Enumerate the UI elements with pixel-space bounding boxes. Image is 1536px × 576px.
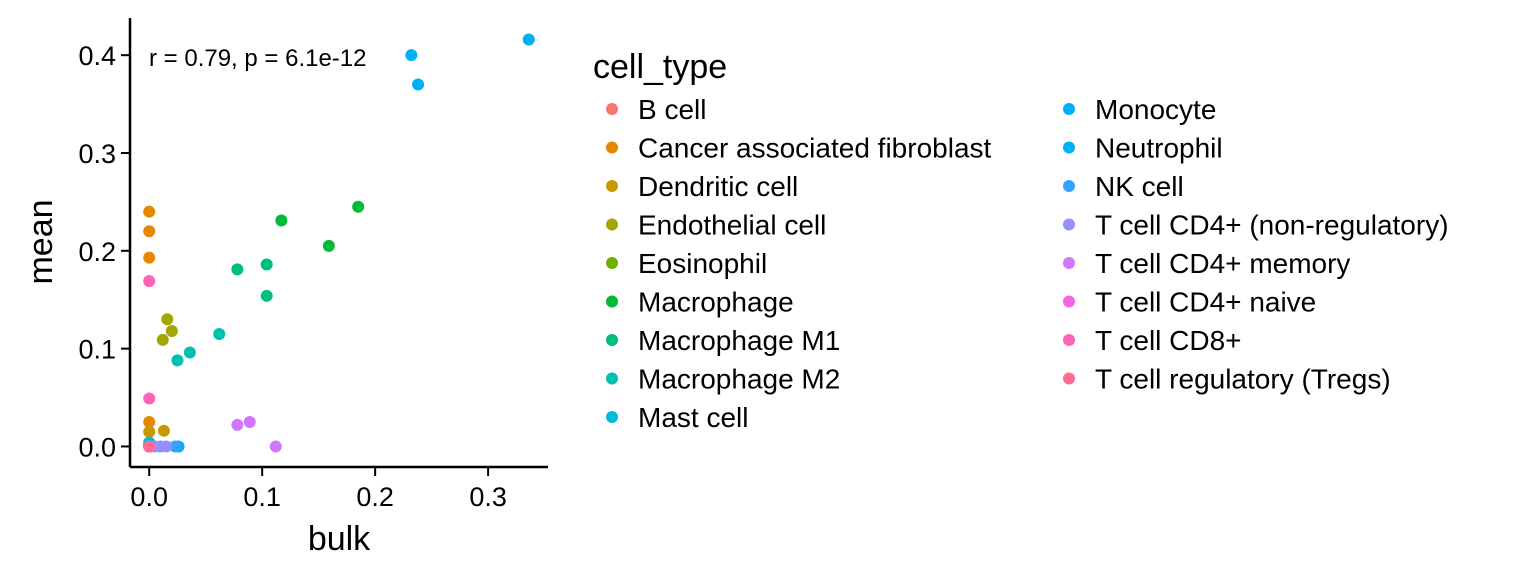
legend-key [1063,257,1075,269]
data-point [157,424,170,437]
legend-label: T cell CD4+ memory [1095,248,1350,279]
data-point [161,313,174,326]
legend-key [606,141,618,154]
plot-points [143,33,535,453]
data-point [143,251,156,264]
legend-label: Macrophage M2 [638,364,840,395]
data-point [243,416,256,429]
data-point [183,346,196,359]
data-point [275,214,288,227]
x-tick-label: 0.0 [130,482,168,512]
legend-key [606,295,618,308]
legend-label: T cell CD8+ [1095,325,1242,356]
legend-label: Neutrophil [1095,133,1223,164]
data-point [143,275,156,288]
data-point [165,325,178,338]
legend-key [606,218,618,231]
data-point [169,440,182,453]
legend-label: B cell [638,94,706,125]
legend-label: Macrophage M1 [638,325,840,356]
legend-key [606,334,618,346]
data-point [522,33,535,46]
data-point [260,258,273,271]
legend-key [606,372,618,385]
y-tick-label: 0.1 [78,335,116,365]
legend-label: Endothelial cell [638,210,826,241]
data-point [156,333,169,346]
data-point [213,327,226,340]
legend-label: Eosinophil [638,248,767,279]
legend-key [606,103,618,115]
legend-label: T cell regulatory (Tregs) [1095,364,1391,395]
legend-key [1063,334,1075,346]
legend-label: Mast cell [638,402,748,433]
y-axis-title: mean [22,199,60,284]
data-point [143,392,156,405]
data-point [143,205,156,218]
x-axis-title: bulk [308,520,371,558]
data-point [269,440,282,453]
legend-key [1063,141,1075,154]
x-tick-label: 0.2 [356,482,394,512]
legend-key [1063,180,1075,192]
x-tick-label: 0.1 [243,482,281,512]
y-tick-label: 0.2 [78,237,116,267]
data-point [160,440,173,453]
x-ticks: 0.0 0.1 0.2 0.3 [130,467,507,512]
legend-key [1063,295,1075,308]
y-tick-label: 0.3 [78,139,116,169]
correlation-annotation: r = 0.79, p = 6.1e-12 [149,45,367,72]
legend-label: T cell CD4+ (non-regulatory) [1095,210,1449,241]
data-point [143,425,156,438]
data-point [231,418,244,431]
data-point [171,354,184,367]
legend-label: Monocyte [1095,94,1216,125]
legend-label: Cancer associated fibroblast [638,133,992,164]
y-tick-label: 0.4 [78,41,116,71]
legend-label: T cell CD4+ naive [1095,287,1316,318]
data-point [405,49,418,62]
legend-key [606,180,618,192]
legend-key [606,411,618,423]
data-point [143,225,156,238]
data-point [412,78,425,91]
legend-key [1063,103,1075,115]
legend-title: cell_type [593,48,727,86]
data-point [352,200,365,213]
legend-key [1063,218,1075,231]
legend: B cell Cancer associated fibroblast Dendri… [606,94,1449,433]
y-tick-label: 0.0 [78,432,116,462]
data-point [260,289,273,302]
x-tick-label: 0.3 [469,482,507,512]
legend-key [1063,372,1075,385]
data-point [143,440,156,453]
legend-label: Macrophage [638,287,794,318]
legend-label: NK cell [1095,171,1184,202]
data-point [143,416,156,429]
legend-label: Dendritic cell [638,171,798,202]
legend-key [606,257,618,269]
y-ticks: 0.0 0.1 0.2 0.3 0.4 [78,41,130,462]
data-point [231,263,244,276]
data-point [322,239,335,252]
